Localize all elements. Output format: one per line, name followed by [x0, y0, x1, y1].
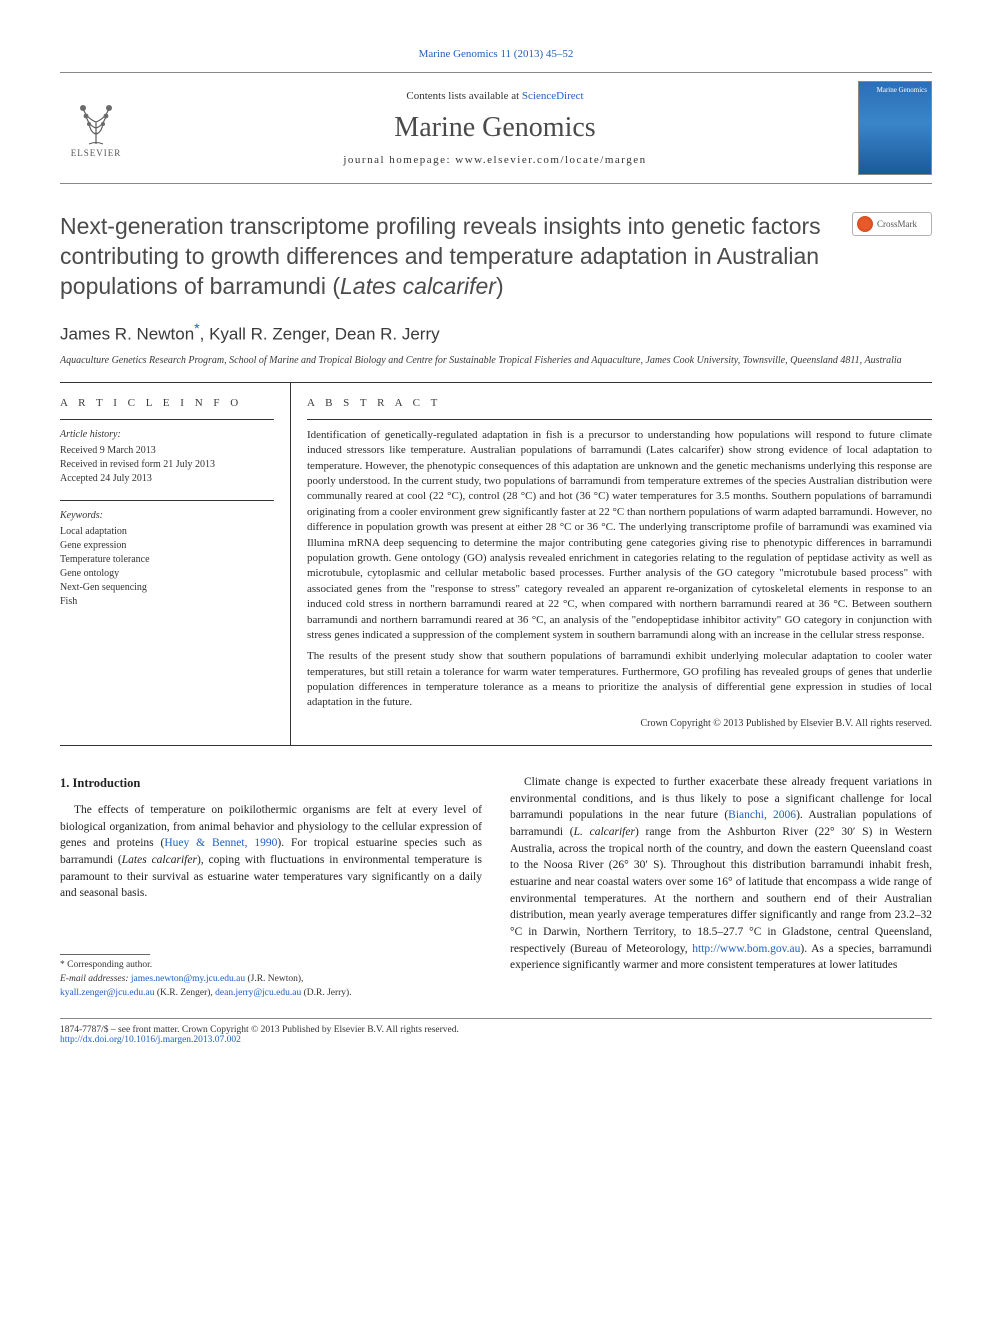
body-right-column: Climate change is expected to further ex… — [510, 774, 932, 1000]
author-2: Kyall R. Zenger — [209, 324, 325, 343]
author-list: James R. Newton*, Kyall R. Zenger, Dean … — [60, 320, 932, 345]
issn-line: 1874-7787/$ – see front matter. Crown Co… — [60, 1025, 932, 1035]
article-info-heading: A R T I C L E I N F O — [60, 397, 274, 409]
keyword: Next-Gen sequencing — [60, 581, 274, 595]
abstract-heading: A B S T R A C T — [307, 397, 932, 409]
keyword: Gene ontology — [60, 567, 274, 581]
journal-cover-thumb: Marine Genomics — [858, 81, 932, 175]
page-footer: 1874-7787/$ – see front matter. Crown Co… — [60, 1018, 932, 1045]
doi-link[interactable]: http://dx.doi.org/10.1016/j.margen.2013.… — [60, 1035, 241, 1045]
crossmark-badge[interactable]: CrossMark — [852, 212, 932, 236]
section-number: 1. — [60, 776, 69, 790]
corresponding-marker: * — [194, 320, 199, 336]
journal-homepage: journal homepage: www.elsevier.com/locat… — [132, 154, 858, 166]
species-name: Lates calcarifer — [122, 854, 197, 866]
crossmark-label: CrossMark — [877, 219, 917, 229]
elsevier-wordmark: ELSEVIER — [71, 148, 122, 158]
email-link[interactable]: dean.jerry@jcu.edu.au — [215, 988, 301, 998]
contents-prefix: Contents lists available at — [406, 90, 521, 102]
sciencedirect-link[interactable]: ScienceDirect — [522, 90, 584, 102]
running-header: Marine Genomics 11 (2013) 45–52 — [60, 48, 932, 60]
text-run: (D.R. Jerry). — [301, 988, 351, 998]
elsevier-tree-icon — [71, 98, 121, 146]
contents-line: Contents lists available at ScienceDirec… — [132, 90, 858, 102]
journal-header-bar: ELSEVIER Contents lists available at Sci… — [60, 72, 932, 184]
species-name: L. calcarifer — [574, 826, 635, 838]
email-footnote: E-mail addresses: james.newton@my.jcu.ed… — [60, 973, 482, 987]
author-1: James R. Newton — [60, 324, 194, 343]
author-3: Dean R. Jerry — [335, 324, 440, 343]
text-run: ) range from the Ashburton River (22° 30… — [510, 826, 932, 955]
homepage-prefix: journal homepage: — [343, 154, 455, 166]
keyword: Fish — [60, 595, 274, 609]
body-left-column: 1. Introduction The effects of temperatu… — [60, 774, 482, 1000]
keyword: Local adaptation — [60, 525, 274, 539]
article-title: Next-generation transcriptome profiling … — [60, 212, 840, 302]
external-link[interactable]: http://www.bom.gov.au — [692, 943, 800, 955]
keyword: Temperature tolerance — [60, 553, 274, 567]
footnote-rule — [60, 954, 150, 955]
email-link[interactable]: james.newton@my.jcu.edu.au — [131, 974, 245, 984]
footnotes: * Corresponding author. E-mail addresses… — [60, 954, 482, 1000]
title-part3: ) — [496, 273, 504, 299]
corresponding-footnote: * Corresponding author. — [60, 959, 482, 973]
cover-thumb-label: Marine Genomics — [877, 86, 927, 94]
article-info-column: A R T I C L E I N F O Article history: R… — [60, 383, 290, 745]
homepage-url: www.elsevier.com/locate/margen — [455, 154, 646, 166]
journal-title-block: Contents lists available at ScienceDirec… — [132, 90, 858, 166]
keywords-label: Keywords: — [60, 509, 274, 523]
text-run: (J.R. Newton), — [245, 974, 303, 984]
journal-title: Marine Genomics — [132, 112, 858, 144]
email-footnote-line2: kyall.zenger@jcu.edu.au (K.R. Zenger), d… — [60, 987, 482, 1001]
abstract-text: Identification of genetically-regulated … — [307, 428, 932, 731]
elsevier-logo: ELSEVIER — [60, 88, 132, 168]
citation-link[interactable]: Bianchi, 2006 — [728, 809, 796, 821]
history-accepted: Accepted 24 July 2013 — [60, 472, 274, 486]
divider — [60, 500, 274, 501]
intro-para-2: Climate change is expected to further ex… — [510, 774, 932, 974]
running-header-link[interactable]: Marine Genomics 11 (2013) 45–52 — [419, 48, 574, 60]
section-title: Introduction — [73, 776, 141, 790]
abstract-column: A B S T R A C T Identification of geneti… — [290, 383, 932, 745]
section-heading: 1. Introduction — [60, 774, 482, 792]
crossmark-icon — [857, 216, 873, 232]
affiliation: Aquaculture Genetics Research Program, S… — [60, 354, 932, 368]
abstract-copyright: Crown Copyright © 2013 Published by Else… — [307, 717, 932, 731]
text-run: (K.R. Zenger), — [154, 988, 215, 998]
citation-link[interactable]: Huey & Bennet, 1990 — [164, 837, 277, 849]
history-label: Article history: — [60, 428, 274, 442]
history-received: Received 9 March 2013 — [60, 444, 274, 458]
history-revised: Received in revised form 21 July 2013 — [60, 458, 274, 472]
divider — [307, 419, 932, 420]
title-species: Lates calcarifer — [340, 273, 496, 299]
email-link[interactable]: kyall.zenger@jcu.edu.au — [60, 988, 154, 998]
abstract-p2: The results of the present study show th… — [307, 649, 932, 711]
keyword: Gene expression — [60, 539, 274, 553]
intro-para-1: The effects of temperature on poikilothe… — [60, 802, 482, 902]
divider — [60, 419, 274, 420]
emails-label: E-mail addresses: — [60, 974, 131, 984]
abstract-p1: Identification of genetically-regulated … — [307, 428, 932, 643]
